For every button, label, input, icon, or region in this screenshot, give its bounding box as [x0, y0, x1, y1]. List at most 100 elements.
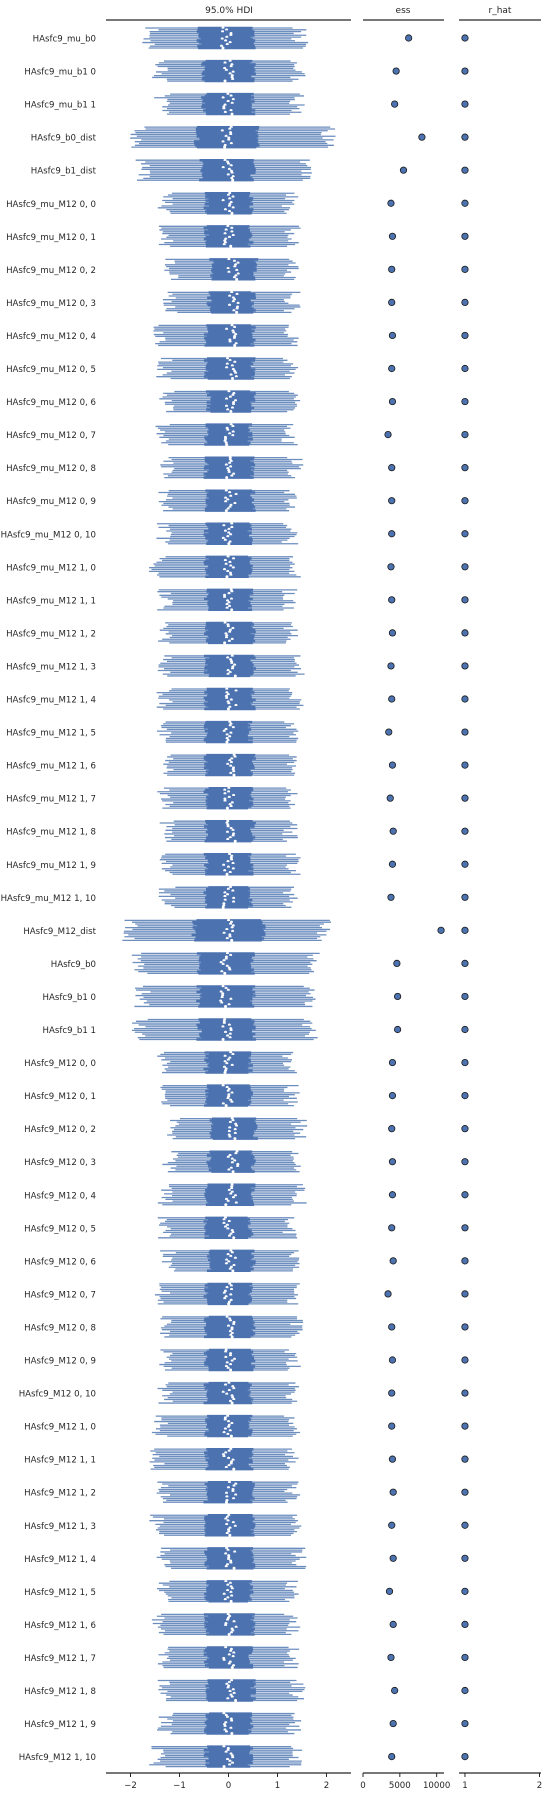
row-label: HAsfc9_M12 1, 10	[19, 1753, 96, 1763]
median-point	[231, 377, 235, 380]
rhat-point	[461, 298, 469, 306]
row-label: HAsfc9_b0	[51, 960, 96, 970]
row-label: HAsfc9_mu_M12 0, 5	[6, 365, 96, 375]
median-point	[232, 1236, 236, 1240]
ess-x-tick-label: 0	[360, 1781, 365, 1791]
forest-row: HAsfc9_M12 0, 1	[24, 1084, 469, 1108]
rhat-point	[461, 199, 469, 207]
rhat-point	[461, 926, 469, 934]
median-point	[222, 1765, 226, 1769]
forest-row: HAsfc9_mu_M12 0, 0	[6, 191, 469, 215]
median-point	[224, 1104, 228, 1108]
row-label: HAsfc9_M12 1, 5	[24, 1588, 96, 1598]
ess-point	[386, 794, 394, 802]
median-point	[225, 443, 229, 447]
median-point	[233, 343, 237, 347]
ess-point	[388, 1224, 396, 1232]
row-label: HAsfc9_mu_M12 0, 0	[6, 200, 96, 210]
median-point	[235, 310, 239, 314]
forest-row: HAsfc9_mu_b1 0	[24, 59, 469, 83]
ess-point	[385, 728, 393, 736]
median-point	[231, 1269, 235, 1273]
ess-x-tick-label: 5000	[389, 1781, 411, 1791]
rhat-point	[461, 397, 469, 406]
rhat-point	[461, 1323, 469, 1331]
rows-layer: HAsfc9_mu_b0 HAsfc9_mu_b1 0 HAsfc9_mu_b1 1…	[1, 26, 469, 1769]
rhat-point	[461, 1719, 469, 1728]
rhat-point	[461, 1753, 469, 1761]
forest-row: HAsfc9_mu_M12 0, 7	[6, 423, 469, 447]
median-point	[233, 839, 237, 843]
row-label: HAsfc9_mu_M12 1, 3	[6, 662, 96, 672]
rhat-point	[461, 1191, 469, 1199]
row-label: HAsfc9_M12 0, 6	[24, 1257, 96, 1267]
row-label: HAsfc9_M12 0, 4	[24, 1191, 96, 1201]
row-label: HAsfc9_M12 1, 2	[24, 1489, 96, 1499]
median-point	[232, 1566, 236, 1570]
forest-row: HAsfc9_mu_M12 0, 4	[6, 323, 469, 347]
ess-point	[388, 298, 396, 306]
rhat-point	[461, 67, 469, 75]
row-label: HAsfc9_M12 1, 6	[24, 1621, 96, 1631]
rhat-point	[461, 1620, 469, 1629]
row-label: HAsfc9_mu_M12 1, 4	[6, 696, 96, 706]
rhat-point	[461, 1092, 469, 1100]
rhat-point	[461, 1158, 469, 1166]
forest-row: HAsfc9_M12 0, 9	[24, 1348, 469, 1372]
median-point	[223, 79, 227, 83]
row-label: HAsfc9_M12 1, 1	[24, 1456, 96, 1466]
row-label: HAsfc9_mu_b0	[33, 35, 96, 45]
ess-point	[388, 1389, 396, 1397]
hdi-x-tick-label: 0	[226, 1781, 231, 1791]
forest-row: HAsfc9_M12 0, 2	[24, 1117, 469, 1141]
median-point	[230, 1401, 234, 1405]
row-label: HAsfc9_mu_b1 0	[24, 68, 96, 78]
ess-point	[394, 992, 402, 1001]
ess-point	[388, 1125, 396, 1133]
ess-point	[388, 464, 396, 472]
ess-point	[389, 827, 397, 835]
row-label: HAsfc9_b1 0	[43, 993, 96, 1003]
median-point	[230, 608, 234, 612]
rhat-point	[461, 1587, 469, 1595]
rhat-point	[461, 662, 469, 670]
median-point	[225, 872, 229, 876]
rhat-point	[461, 100, 469, 108]
median-point	[229, 1368, 233, 1372]
median-point	[231, 178, 235, 182]
ess-point	[384, 430, 392, 439]
rhat-point	[461, 794, 469, 802]
row-label: HAsfc9_mu_M12 0, 4	[6, 332, 96, 342]
rhat-point	[461, 1058, 469, 1067]
rhat-point	[461, 992, 469, 1001]
rhat-point	[461, 497, 469, 505]
rhat-point	[461, 1521, 469, 1529]
forest-row: HAsfc9_M12 0, 0	[24, 1051, 469, 1075]
row-label: HAsfc9_b0_dist	[31, 134, 97, 144]
forest-row: HAsfc9_M12 1, 2	[24, 1480, 469, 1504]
median-point	[235, 277, 239, 281]
row-label: HAsfc9_mu_M12 0, 10	[1, 530, 96, 540]
row-label: HAsfc9_b1 1	[43, 1026, 96, 1036]
forest-row: HAsfc9_mu_M12 1, 3	[6, 654, 469, 678]
forest-row: HAsfc9_M12 1, 5	[24, 1579, 469, 1603]
row-label: HAsfc9_mu_M12 0, 2	[6, 266, 96, 276]
median-point	[230, 211, 234, 215]
row-label: HAsfc9_mu_b1 1	[24, 101, 96, 111]
forest-row: HAsfc9_mu_b0	[33, 26, 469, 50]
hdi-panel-title: 95.0% HDI	[205, 6, 253, 16]
rhat-point	[461, 364, 469, 373]
rhat-point	[461, 695, 469, 703]
row-label: HAsfc9_M12 1, 4	[24, 1555, 96, 1565]
median-point	[233, 674, 237, 678]
hdi-x-tick-label: 2	[324, 1781, 329, 1791]
rhat-x-tick-label: 1	[462, 1781, 467, 1791]
row-label: HAsfc9_mu_M12 0, 3	[6, 299, 96, 309]
median-point	[230, 112, 234, 116]
ess-point	[388, 232, 397, 240]
ess-point	[388, 695, 396, 703]
forest-row: HAsfc9_M12 0, 10	[19, 1381, 469, 1405]
row-label: HAsfc9_mu_M12 0, 9	[6, 497, 96, 507]
rhat-point	[461, 1653, 469, 1662]
row-label: HAsfc9_M12 0, 10	[19, 1390, 96, 1400]
